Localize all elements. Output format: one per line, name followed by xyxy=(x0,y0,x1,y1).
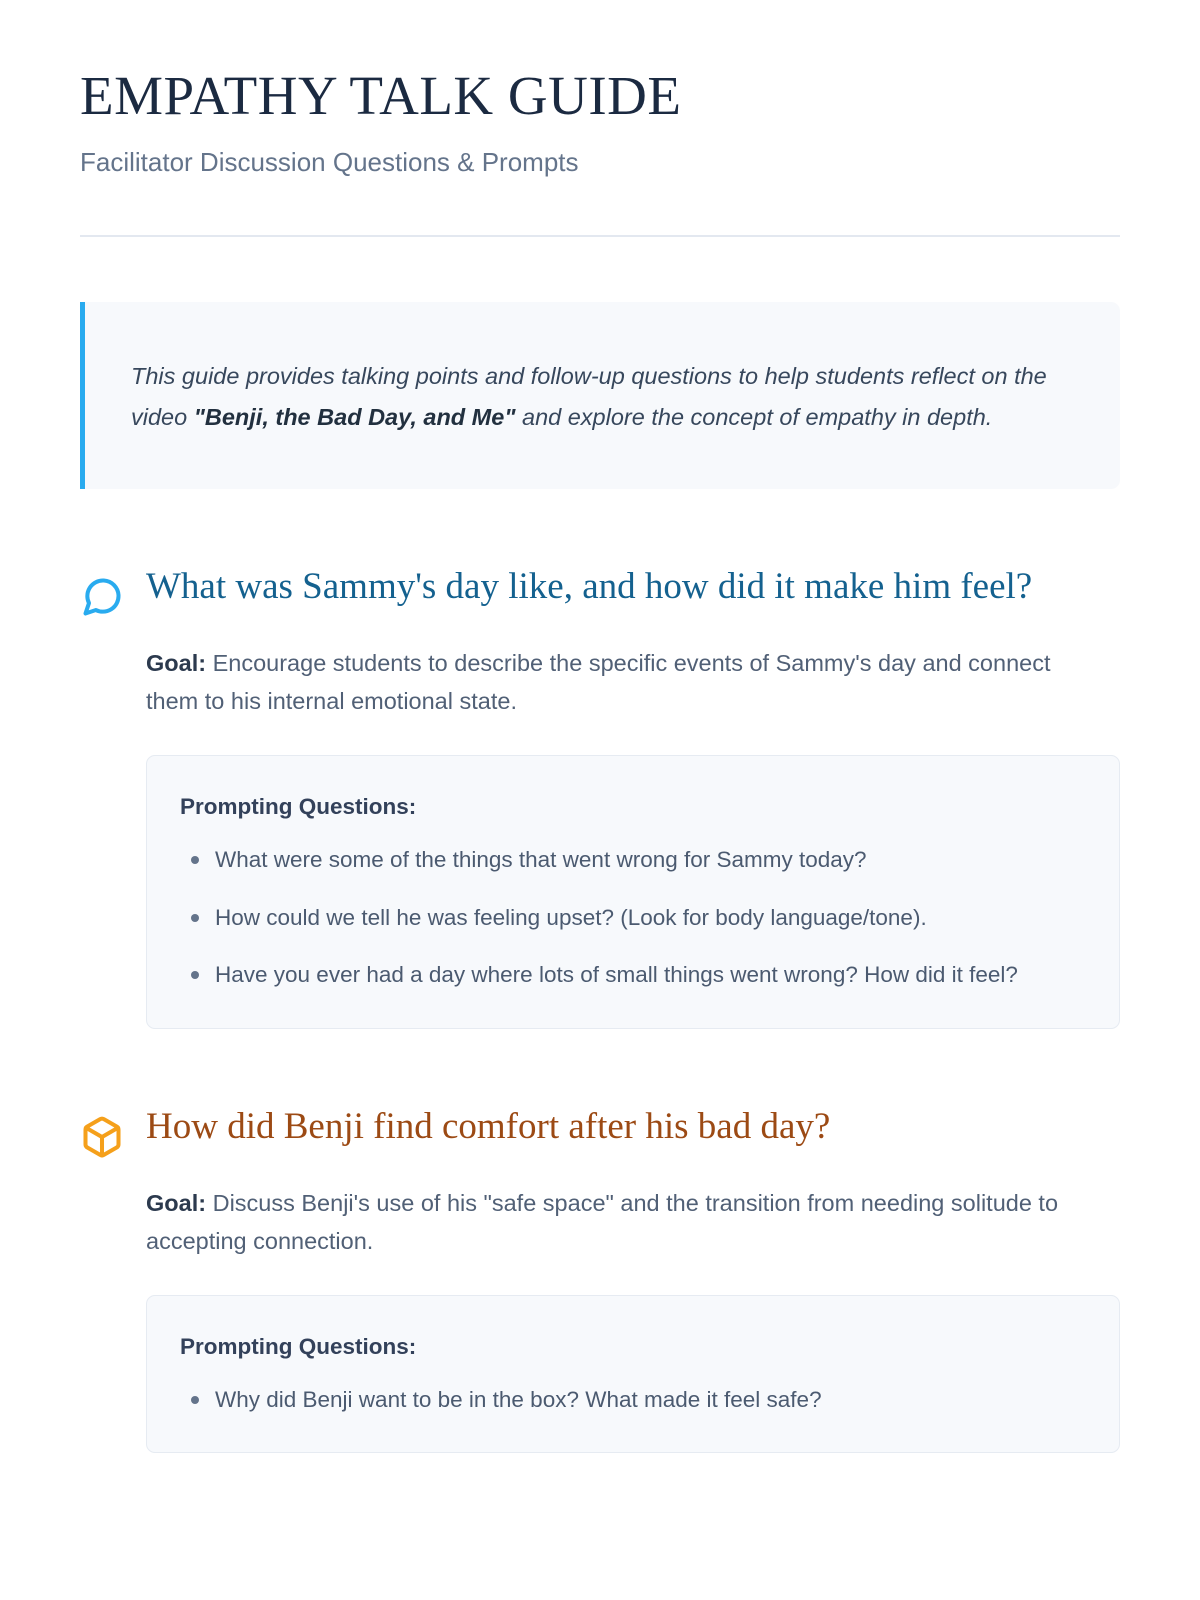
prompt-list-2: Why did Benji want to be in the box? Wha… xyxy=(180,1382,1079,1418)
goal-text-2: Discuss Benji's use of his "safe space" … xyxy=(146,1189,1059,1254)
package-box-icon xyxy=(83,1116,121,1158)
page-title: EMPATHY TALK GUIDE xyxy=(80,65,682,126)
prompt-box-title-2: Prompting Questions: xyxy=(180,1333,417,1359)
intro-tail: and explore the concept of empathy in de… xyxy=(515,404,993,431)
list-item: Have you ever had a day where lots of sm… xyxy=(180,957,1079,993)
question-section-1: What was Sammy's day like, and how did i… xyxy=(80,561,1120,1029)
question-title-2: How did Benji find comfort after his bad… xyxy=(146,1105,831,1147)
list-item: What were some of the things that went w… xyxy=(180,842,1079,878)
prompt-box-title-1: Prompting Questions: xyxy=(180,794,417,820)
question-title-1: What was Sammy's day like, and how did i… xyxy=(146,566,1033,608)
page-subtitle: Facilitator Discussion Questions & Promp… xyxy=(80,147,579,178)
question-heading-row-2: How did Benji find comfort after his bad… xyxy=(80,1101,1120,1159)
list-item: How could we tell he was feeling upset? … xyxy=(180,900,1079,936)
goal-label-1: Goal: xyxy=(146,650,207,677)
question-body-1: Goal: Encourage students to describe the… xyxy=(146,644,1120,1029)
prompt-list-1: What were some of the things that went w… xyxy=(180,842,1079,993)
goal-label-2: Goal: xyxy=(146,1189,207,1216)
goal-text-1: Encourage students to describe the speci… xyxy=(146,650,1051,715)
list-item: Why did Benji want to be in the box? Wha… xyxy=(180,1382,1079,1418)
intro-lead: This guide provides talking points and f… xyxy=(131,362,1047,431)
question-body-2: Goal: Discuss Benji's use of his "safe s… xyxy=(146,1184,1120,1454)
prompt-box-1: Prompting Questions: What were some of t… xyxy=(146,755,1120,1029)
prompt-box-2: Prompting Questions: Why did Benji want … xyxy=(146,1294,1120,1454)
question-heading-row-1: What was Sammy's day like, and how did i… xyxy=(80,561,1120,619)
video-title: "Benji, the Bad Day, and Me" xyxy=(193,404,516,431)
message-square-icon xyxy=(83,578,121,616)
goal-line-2: Goal: Discuss Benji's use of his "safe s… xyxy=(146,1184,1096,1260)
document-header: EMPATHY TALK GUIDE Facilitator Discussio… xyxy=(80,0,1120,237)
intro-callout: This guide provides talking points and f… xyxy=(80,301,1120,490)
question-section-2: How did Benji find comfort after his bad… xyxy=(80,1101,1120,1454)
header-divider xyxy=(80,234,1120,237)
goal-line-1: Goal: Encourage students to describe the… xyxy=(146,644,1096,720)
intro-text: This guide provides talking points and f… xyxy=(131,356,1074,440)
